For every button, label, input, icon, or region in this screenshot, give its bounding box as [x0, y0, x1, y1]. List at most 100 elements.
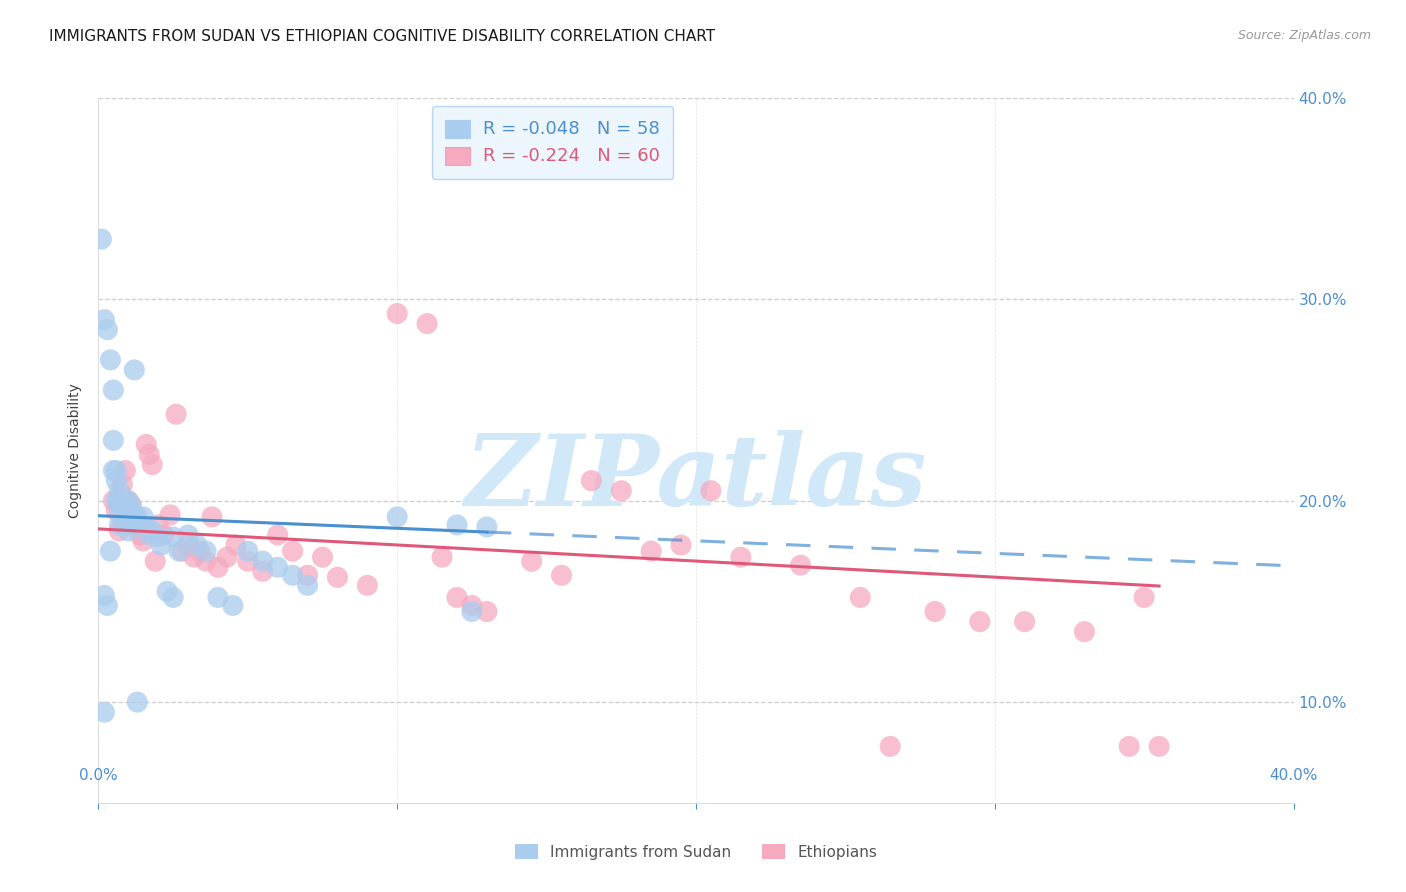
Point	[849, 591, 872, 605]
Point	[127, 695, 149, 709]
Point	[143, 554, 166, 568]
Point	[120, 518, 142, 533]
Point	[111, 514, 134, 528]
Point	[201, 509, 224, 524]
Point	[129, 518, 152, 533]
Point	[669, 538, 692, 552]
Point	[93, 589, 115, 603]
Point	[108, 504, 131, 518]
Point	[108, 483, 131, 498]
Point	[98, 544, 122, 558]
Point	[124, 509, 146, 524]
Point	[111, 500, 134, 514]
Point	[222, 599, 245, 613]
Point	[141, 458, 163, 472]
Point	[159, 508, 181, 522]
Point	[90, 232, 112, 246]
Point	[267, 560, 290, 574]
Point	[93, 705, 115, 719]
Point	[195, 554, 218, 568]
Point	[475, 605, 498, 619]
Point	[236, 554, 259, 568]
Point	[183, 550, 205, 565]
Point	[156, 584, 179, 599]
Point	[236, 544, 259, 558]
Y-axis label: Cognitive Disability: Cognitive Disability	[69, 383, 83, 518]
Point	[700, 483, 723, 498]
Point	[311, 550, 333, 565]
Point	[114, 518, 136, 533]
Point	[297, 578, 319, 592]
Point	[117, 493, 139, 508]
Point	[129, 528, 152, 542]
Point	[153, 528, 176, 542]
Point	[416, 317, 439, 331]
Point	[162, 591, 184, 605]
Point	[96, 323, 118, 337]
Point	[93, 312, 115, 326]
Point	[132, 534, 155, 549]
Point	[475, 520, 498, 534]
Point	[150, 538, 173, 552]
Point	[581, 474, 603, 488]
Point	[207, 560, 229, 574]
Point	[924, 605, 946, 619]
Point	[117, 509, 139, 524]
Point	[969, 615, 991, 629]
Text: Source: ZipAtlas.com: Source: ZipAtlas.com	[1237, 29, 1371, 42]
Point	[281, 544, 304, 558]
Point	[188, 544, 211, 558]
Point	[640, 544, 662, 558]
Point	[267, 528, 290, 542]
Point	[111, 477, 134, 491]
Point	[252, 564, 274, 578]
Point	[461, 605, 484, 619]
Point	[96, 599, 118, 613]
Legend: Immigrants from Sudan, Ethiopians: Immigrants from Sudan, Ethiopians	[509, 838, 883, 865]
Text: 40.0%: 40.0%	[1270, 767, 1317, 782]
Point	[281, 568, 304, 582]
Point	[141, 524, 163, 538]
Point	[165, 407, 187, 421]
Point	[195, 544, 218, 558]
Point	[117, 524, 139, 538]
Point	[520, 554, 543, 568]
Point	[162, 530, 184, 544]
Point	[138, 448, 160, 462]
Point	[132, 509, 155, 524]
Point	[105, 474, 128, 488]
Point	[356, 578, 378, 592]
Point	[117, 493, 139, 508]
Point	[105, 493, 128, 508]
Point	[120, 500, 142, 514]
Point	[148, 518, 170, 533]
Text: ZIPatlas: ZIPatlas	[465, 431, 927, 527]
Point	[1147, 739, 1170, 754]
Point	[138, 528, 160, 542]
Point	[98, 352, 122, 367]
Point	[186, 538, 208, 552]
Point	[446, 518, 468, 533]
Point	[120, 498, 142, 512]
Point	[1014, 615, 1036, 629]
Point	[1133, 591, 1156, 605]
Point	[879, 739, 901, 754]
Point	[446, 591, 468, 605]
Point	[114, 464, 136, 478]
Point	[124, 363, 146, 377]
Point	[103, 464, 125, 478]
Point	[177, 538, 200, 552]
Point	[461, 599, 484, 613]
Point	[730, 550, 752, 565]
Point	[135, 437, 157, 451]
Point	[105, 464, 128, 478]
Point	[111, 493, 134, 508]
Point	[108, 518, 131, 533]
Point	[1118, 739, 1140, 754]
Text: IMMIGRANTS FROM SUDAN VS ETHIOPIAN COGNITIVE DISABILITY CORRELATION CHART: IMMIGRANTS FROM SUDAN VS ETHIOPIAN COGNI…	[49, 29, 716, 44]
Point	[610, 483, 633, 498]
Point	[114, 493, 136, 508]
Text: 0.0%: 0.0%	[79, 767, 118, 782]
Point	[550, 568, 572, 582]
Point	[114, 504, 136, 518]
